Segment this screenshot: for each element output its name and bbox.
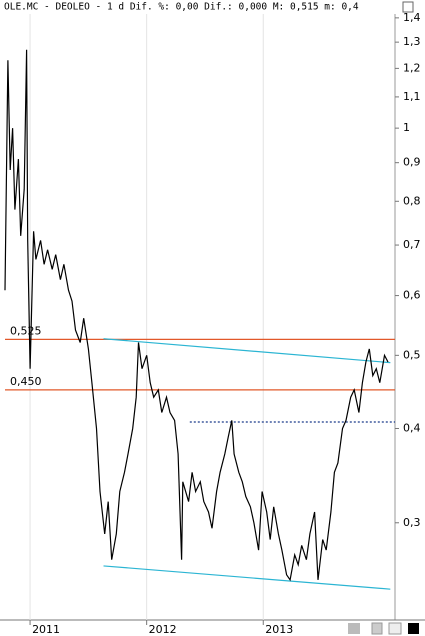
y-tick-label: 0,9 bbox=[403, 156, 421, 169]
y-tick-label: 0,4 bbox=[403, 421, 421, 434]
y-tick-label: 1,3 bbox=[403, 35, 421, 48]
y-tick-label: 1,1 bbox=[403, 90, 421, 103]
tool-button[interactable] bbox=[408, 623, 419, 634]
y-tick-label: 1,4 bbox=[403, 11, 421, 24]
y-tick-label: 0,5 bbox=[403, 348, 421, 361]
y-tick-label: 0,6 bbox=[403, 289, 421, 302]
tool-button[interactable] bbox=[348, 623, 360, 634]
chart-title: OLE.MC - DEOLEO - 1 d Dif. %: 0,00 Dif.:… bbox=[4, 2, 359, 13]
x-tick-label: 2013 bbox=[265, 623, 293, 636]
horizontal-line-label: 0,450 bbox=[10, 375, 42, 388]
y-tick-label: 0,7 bbox=[403, 238, 421, 251]
horizontal-line-label: 0,525 bbox=[10, 324, 42, 337]
y-tick-label: 0,3 bbox=[403, 516, 421, 529]
trend-line bbox=[103, 338, 391, 364]
y-tick-label: 0,8 bbox=[403, 194, 421, 207]
tool-button[interactable] bbox=[388, 622, 402, 635]
toolbar bbox=[348, 622, 419, 635]
tool-button[interactable] bbox=[371, 622, 383, 635]
y-tick-label: 1,2 bbox=[403, 61, 421, 74]
price-line bbox=[4, 49, 389, 582]
x-tick-label: 2012 bbox=[149, 623, 177, 636]
trend-line bbox=[103, 565, 391, 590]
checkbox[interactable] bbox=[402, 1, 414, 13]
y-tick-label: 1 bbox=[403, 121, 410, 134]
x-tick-label: 2011 bbox=[32, 623, 60, 636]
